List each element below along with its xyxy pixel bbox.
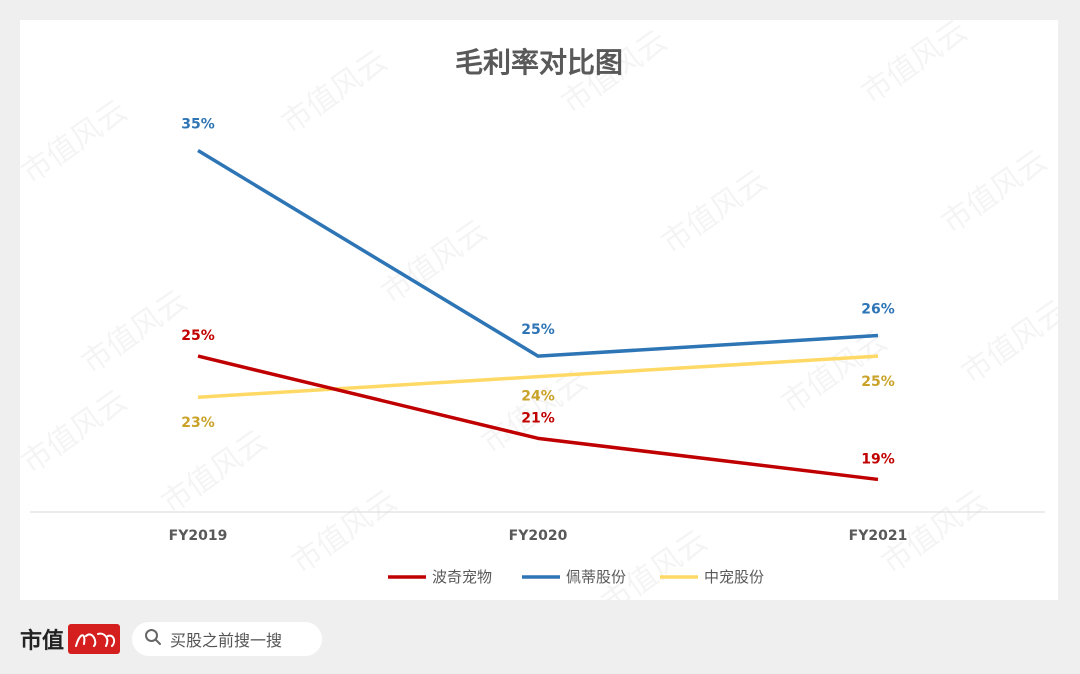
watermark-text: 市值风云: [20, 93, 134, 190]
watermark-text: 市值风云: [935, 143, 1053, 240]
watermark-text: 市值风云: [855, 20, 973, 111]
data-label: 26%: [861, 302, 895, 318]
watermark-text: 市值风云: [20, 383, 134, 480]
footer: 市值 买股之前搜一搜: [20, 620, 323, 658]
search-box[interactable]: 买股之前搜一搜: [132, 622, 323, 656]
data-label: 25%: [861, 374, 895, 390]
search-icon: [144, 628, 162, 650]
data-label: 24%: [521, 389, 555, 405]
chart-card: 市值风云 市值风云 市值风云 市值风云 市值风云 市值风云 市值风云 市值风云 市值风云 市值风云…: [20, 20, 1058, 600]
legend-label: 波奇宠物: [432, 568, 492, 586]
data-label: 23%: [181, 415, 215, 431]
x-tick-label: FY2021: [849, 528, 908, 544]
watermark-text: 市值风云: [595, 523, 713, 600]
watermark-text: 市值风云: [155, 423, 273, 520]
series-line-3: [197, 354, 879, 399]
legend-label: 中宠股份: [704, 568, 764, 586]
data-label: 25%: [521, 322, 555, 338]
data-label: 25%: [181, 328, 215, 344]
series-line-1: [197, 354, 879, 482]
data-label: 21%: [521, 410, 555, 426]
watermark-text: 市值风云: [955, 293, 1058, 390]
watermark-text: 市值风云: [375, 213, 493, 310]
watermark-text: 市值风云: [285, 483, 403, 580]
x-tick-label: FY2020: [509, 528, 568, 544]
brand-logo-text: 市值: [20, 628, 65, 654]
watermark-text: 市值风云: [75, 283, 193, 380]
brand-seal-logo: [68, 624, 121, 654]
search-placeholder: 买股之前搜一搜: [170, 631, 283, 650]
data-label: 35%: [181, 117, 215, 133]
legend: 波奇宠物 佩蒂股份 中宠股份: [388, 568, 764, 586]
series-line-2: [197, 149, 879, 358]
legend-label: 佩蒂股份: [566, 568, 626, 586]
watermark-text: 市值风云: [655, 163, 773, 260]
chart-title: 毛利率对比图: [455, 46, 623, 79]
x-tick-label: FY2019: [169, 528, 228, 544]
watermark-text: 市值风云: [275, 43, 393, 140]
data-label: 19%: [861, 451, 895, 467]
